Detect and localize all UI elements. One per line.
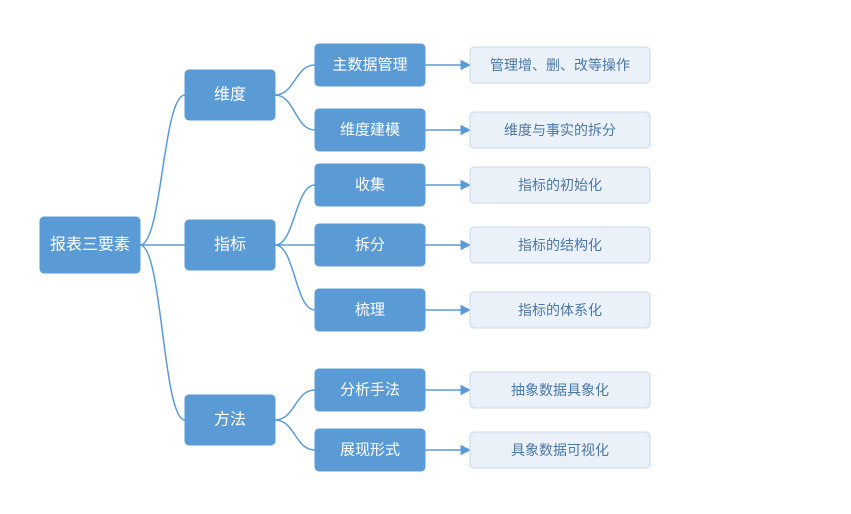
node-label: 分析手法 [340, 382, 400, 399]
edge [275, 95, 315, 130]
edge [275, 390, 315, 420]
leaf-node: 指标的初始化 [470, 167, 650, 203]
node-label: 指标的初始化 [518, 177, 602, 193]
branch-node: 拆分 [315, 224, 425, 266]
edge [275, 420, 315, 450]
branch-node: 维度建模 [315, 109, 425, 151]
branch-node: 维度 [185, 70, 275, 120]
branch-node: 报表三要素 [40, 217, 140, 273]
branch-node: 收集 [315, 164, 425, 206]
leaf-node: 具象数据可视化 [470, 432, 650, 468]
node-label: 指标的体系化 [518, 302, 602, 318]
leaf-node: 指标的结构化 [470, 227, 650, 263]
node-label: 抽象数据具象化 [511, 382, 609, 398]
leaf-node: 维度与事实的拆分 [470, 112, 650, 148]
node-label: 指标的结构化 [518, 237, 602, 253]
node-label: 维度建模 [340, 122, 400, 139]
edge [140, 245, 185, 420]
leaf-node: 管理增、删、改等操作 [470, 47, 650, 83]
node-label: 维度与事实的拆分 [504, 122, 616, 138]
node-label: 收集 [355, 177, 385, 194]
branch-node: 梳理 [315, 289, 425, 331]
branch-node: 主数据管理 [315, 44, 425, 86]
edge [275, 185, 315, 245]
node-label: 维度 [214, 86, 246, 104]
node-label: 管理增、删、改等操作 [490, 57, 630, 73]
node-label: 拆分 [355, 237, 385, 254]
tree-diagram: 报表三要素 维度指标方法 主数据管理维度建模收集拆分梳理分析手法展现形式 管理增、删、… [0, 0, 851, 514]
node-label: 具象数据可视化 [511, 442, 609, 458]
branch-node: 展现形式 [315, 429, 425, 471]
node-label: 主数据管理 [332, 57, 407, 74]
node-label: 梳理 [355, 302, 385, 319]
node-label: 报表三要素 [50, 236, 130, 254]
branch-node: 方法 [185, 395, 275, 445]
edge [275, 65, 315, 95]
branch-node: 指标 [185, 220, 275, 270]
leaf-node: 抽象数据具象化 [470, 372, 650, 408]
node-label: 指标 [214, 236, 246, 254]
edge [275, 245, 315, 310]
branch-node: 分析手法 [315, 369, 425, 411]
node-label: 展现形式 [340, 442, 400, 459]
leaf-node: 指标的体系化 [470, 292, 650, 328]
edge [140, 95, 185, 245]
node-label: 方法 [214, 411, 246, 429]
nodes-layer: 报表三要素 维度指标方法 主数据管理维度建模收集拆分梳理分析手法展现形式 管理增、删、… [40, 44, 650, 471]
